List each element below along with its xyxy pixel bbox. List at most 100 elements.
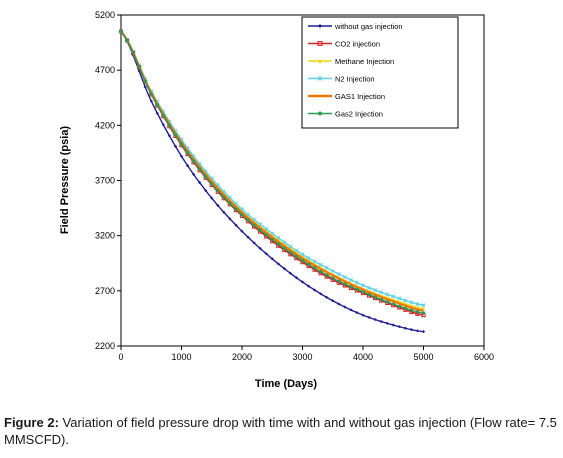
legend-item: Methane Injection xyxy=(308,57,394,66)
data-point xyxy=(210,182,214,186)
data-point xyxy=(288,271,292,275)
data-point xyxy=(264,226,269,231)
data-point xyxy=(318,59,322,63)
data-point xyxy=(403,298,408,303)
data-point xyxy=(294,276,299,280)
data-point xyxy=(264,233,268,237)
data-point xyxy=(349,308,353,312)
legend-label: without gas injection xyxy=(334,22,403,31)
x-tick-label: 1000 xyxy=(171,352,191,362)
data-point xyxy=(198,167,202,171)
figure-caption: Figure 2: Variation of field pressure dr… xyxy=(4,414,560,448)
data-point xyxy=(337,302,341,306)
data-point xyxy=(216,203,220,208)
legend-label: CO2 injection xyxy=(335,40,380,49)
data-point xyxy=(276,242,280,246)
data-point xyxy=(216,189,220,193)
data-point xyxy=(349,285,353,289)
data-point xyxy=(318,24,322,28)
data-point xyxy=(300,258,305,263)
data-point xyxy=(403,326,407,330)
data-point xyxy=(361,290,365,294)
data-point xyxy=(397,296,402,301)
data-point xyxy=(306,284,311,288)
data-point xyxy=(313,266,317,270)
x-tick-label: 3000 xyxy=(292,352,312,362)
data-point xyxy=(343,305,347,309)
data-point xyxy=(318,111,322,116)
data-point xyxy=(415,310,420,314)
data-point xyxy=(288,244,293,249)
data-point xyxy=(385,300,389,304)
data-point xyxy=(252,241,256,245)
series-n2-injection xyxy=(118,29,426,308)
data-point xyxy=(342,275,347,280)
data-point xyxy=(192,172,196,176)
y-tick-label: 2200 xyxy=(95,341,115,351)
legend-item: Gas2 Injection xyxy=(308,110,383,119)
series-without-gas-injection xyxy=(119,29,426,334)
data-point xyxy=(409,300,414,305)
data-point xyxy=(270,231,275,236)
data-point xyxy=(331,276,335,280)
data-point xyxy=(143,85,147,89)
data-point xyxy=(119,29,123,34)
x-tick-label: 4000 xyxy=(353,352,373,362)
data-point xyxy=(391,294,396,299)
data-point xyxy=(337,279,341,283)
x-tick-label: 2000 xyxy=(232,352,252,362)
data-point xyxy=(409,328,413,332)
data-point xyxy=(379,297,383,302)
data-point xyxy=(367,285,372,290)
data-point xyxy=(367,315,371,320)
data-point xyxy=(306,256,311,261)
x-tick-label: 6000 xyxy=(474,352,494,362)
series-gas1-injection xyxy=(120,30,424,312)
y-tick-label: 3700 xyxy=(95,176,115,186)
legend-item: GAS1 Injection xyxy=(308,92,385,101)
data-point xyxy=(137,69,141,73)
pressure-chart: 0 1000 2000 3000 4000 5000 6000 2200 2700 3200 370… xyxy=(59,10,494,390)
data-point xyxy=(270,257,274,261)
data-point xyxy=(385,321,389,325)
data-point xyxy=(252,223,256,227)
data-point xyxy=(385,292,390,297)
data-point xyxy=(198,181,202,185)
data-point xyxy=(317,41,323,46)
data-point xyxy=(258,222,263,227)
data-point xyxy=(161,113,165,117)
data-point xyxy=(421,330,426,334)
data-point xyxy=(125,38,129,42)
data-point xyxy=(325,273,329,277)
data-point xyxy=(149,92,153,96)
data-point xyxy=(222,210,226,214)
data-point xyxy=(179,154,184,158)
data-point xyxy=(258,228,262,232)
series-gas2-injection xyxy=(119,29,426,315)
data-point xyxy=(155,103,159,107)
data-point xyxy=(421,303,426,308)
data-point xyxy=(276,262,280,266)
data-point xyxy=(379,319,383,324)
data-point xyxy=(355,310,359,315)
data-point xyxy=(270,237,274,242)
legend-item: without gas injection xyxy=(308,22,403,31)
data-point xyxy=(155,111,159,115)
data-point xyxy=(246,218,250,222)
y-tick-label: 4200 xyxy=(95,120,115,130)
data-point xyxy=(294,248,299,253)
data-point xyxy=(282,246,286,250)
data-point xyxy=(294,254,299,259)
data-point xyxy=(258,246,262,250)
data-point xyxy=(282,267,286,271)
data-point xyxy=(204,174,208,179)
caption-text: Variation of field pressure drop with ti… xyxy=(4,415,557,447)
y-tick-label: 5200 xyxy=(95,10,115,20)
data-point xyxy=(264,252,268,256)
x-tick-label: 0 xyxy=(118,352,123,362)
data-point xyxy=(391,302,395,306)
data-point xyxy=(185,151,190,155)
data-point xyxy=(318,262,323,267)
y-tick-label: 2700 xyxy=(95,286,115,296)
y-tick-label: 4700 xyxy=(95,65,115,75)
